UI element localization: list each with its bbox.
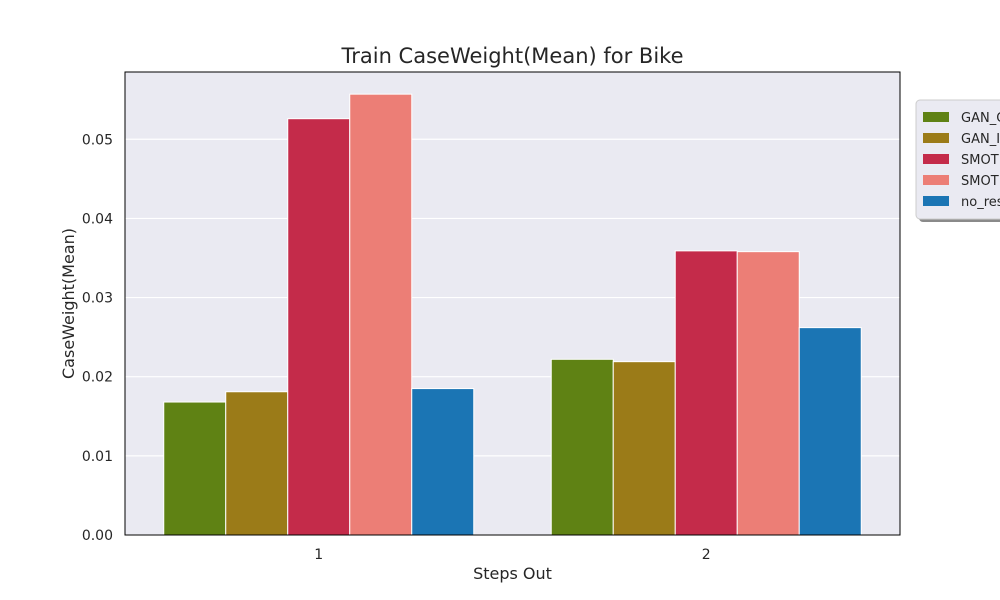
y-tick-label: 0.01 xyxy=(82,449,113,465)
y-tick-label: 0.02 xyxy=(82,370,113,386)
bar xyxy=(411,388,475,536)
y-tick-label: 0.00 xyxy=(82,528,113,544)
bar xyxy=(550,358,614,536)
y-axis-ticks: 0.00 0.01 0.02 0.03 0.04 0.05 xyxy=(82,132,113,544)
legend-label: GAN_C xyxy=(961,111,1000,126)
plot-frame xyxy=(124,71,901,536)
legend-swatch xyxy=(923,112,949,122)
y-tick-label: 0.03 xyxy=(82,291,113,307)
legend-swatch xyxy=(923,196,949,206)
y-tick-label: 0.05 xyxy=(82,132,113,148)
legend-swatch xyxy=(923,175,949,185)
legend-label: SMOT xyxy=(961,153,999,168)
bar xyxy=(736,251,800,536)
legend-label: GAN_I xyxy=(961,132,1000,147)
x-tick-label: 2 xyxy=(702,547,711,563)
bar xyxy=(798,327,862,536)
bar xyxy=(674,250,738,536)
legend-label: no_res xyxy=(961,195,1000,210)
bar xyxy=(349,93,413,536)
y-axis-label: CaseWeight(Mean) xyxy=(59,228,78,379)
bar xyxy=(225,391,289,536)
x-axis-label: Steps Out xyxy=(473,564,552,583)
x-tick-label: 1 xyxy=(314,547,323,563)
legend-swatch xyxy=(923,133,949,143)
bars xyxy=(163,93,862,536)
legend-box xyxy=(915,99,1000,220)
bar xyxy=(612,361,676,536)
legend: GAN_C GAN_I SMOT SMOT no_res xyxy=(915,99,1000,222)
bar xyxy=(287,118,351,536)
bar xyxy=(163,401,227,536)
legend-label: SMOT xyxy=(961,174,999,189)
chart-title: Train CaseWeight(Mean) for Bike xyxy=(340,44,683,68)
legend-swatch xyxy=(923,154,949,164)
y-tick-label: 0.04 xyxy=(82,211,113,227)
